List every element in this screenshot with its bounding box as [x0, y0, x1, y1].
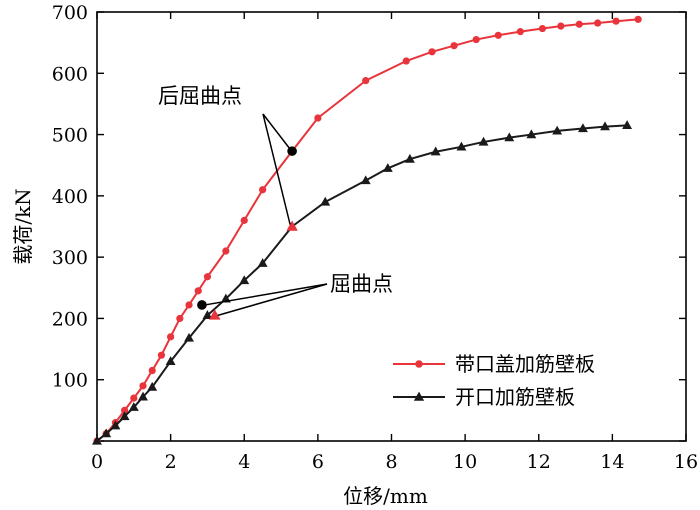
annotation-postbuckling-leader — [262, 113, 291, 150]
y-tick-label: 700 — [52, 2, 88, 24]
series-1-point — [128, 402, 139, 411]
y-tick-label: 500 — [52, 125, 88, 147]
series-1-point — [138, 391, 148, 401]
x-tick-label: 8 — [385, 451, 397, 473]
x-tick-label: 6 — [312, 451, 324, 473]
series-1-point — [577, 123, 588, 133]
series-0-point — [130, 394, 138, 402]
series-0-point — [121, 406, 129, 414]
critical-point-triangle — [209, 309, 221, 320]
series-0-point — [176, 314, 184, 323]
series-1-point — [202, 310, 213, 320]
y-axis-title: 载荷/kN — [11, 188, 35, 264]
annotation-postbuckling-leader — [262, 113, 291, 225]
series-0-point — [203, 273, 212, 281]
series-1-point — [504, 132, 515, 142]
series-0-point — [594, 19, 602, 27]
legend-marker-1 — [413, 391, 425, 401]
series-0-point — [634, 15, 642, 23]
annotation-buckling-leader — [217, 283, 328, 317]
y-tick-label: 200 — [52, 308, 88, 330]
axes: 0 2 4 6 8 10 12 14 16 100 200 300 400 500 600 700 位移/mm 载… — [11, 2, 698, 508]
series-1-point — [478, 136, 489, 146]
x-tick-label: 16 — [674, 451, 698, 473]
x-tick-label: 2 — [165, 451, 177, 473]
x-tick-label: 0 — [91, 451, 103, 473]
legend-marker-0 — [415, 360, 423, 368]
series-1-point — [320, 196, 331, 206]
series-1-point — [147, 381, 158, 391]
series-0-point — [538, 24, 547, 33]
x-axis-title: 位移/mm — [343, 484, 428, 508]
series-1-point — [552, 125, 563, 135]
series-1-point — [184, 332, 194, 342]
series-0-point — [194, 287, 202, 295]
series-1-point — [360, 175, 371, 185]
series-1-point — [526, 129, 537, 139]
series-0-point — [259, 186, 267, 194]
y-tick-label: 100 — [52, 370, 88, 392]
legend-label-0: 带口盖加筋壁板 — [455, 352, 595, 376]
series-0-point — [362, 77, 370, 85]
series-0-point — [185, 301, 193, 309]
series-0-point — [557, 22, 565, 30]
series-1-point — [382, 163, 393, 172]
series-1-point — [622, 120, 633, 130]
series-0-point — [494, 31, 502, 39]
x-tick-label: 12 — [527, 451, 551, 473]
plot-frame — [96, 11, 687, 442]
series-0-point — [402, 57, 410, 65]
y-tick-label: 600 — [52, 63, 88, 85]
series-0-point — [222, 247, 230, 255]
series-0-point — [612, 17, 620, 25]
series-0-point — [148, 366, 156, 375]
series-0-point — [450, 42, 458, 50]
x-tick-label: 4 — [238, 451, 250, 473]
series-1-point — [456, 141, 467, 151]
series-1-point — [165, 356, 176, 365]
annotation-buckling-leader — [204, 283, 328, 306]
series-0-point — [314, 114, 322, 122]
series-1-point — [404, 153, 415, 163]
series-0-point — [167, 333, 175, 341]
annotation-buckling-label: 屈曲点 — [330, 272, 393, 296]
critical-point-triangle — [286, 220, 298, 231]
x-tick-label: 10 — [453, 451, 477, 473]
y-tick-label: 400 — [52, 186, 88, 208]
series-0-point — [575, 20, 583, 28]
series-1-point — [430, 146, 441, 156]
annotation-postbuckling-label: 后屈曲点 — [158, 84, 242, 108]
series-0-point — [157, 351, 166, 359]
series-1-point — [92, 435, 102, 445]
x-tick-label: 14 — [600, 451, 624, 473]
series-1-point — [101, 428, 112, 438]
series-0-point — [472, 35, 480, 44]
series-0-point — [428, 48, 436, 56]
series-0-point — [516, 28, 524, 36]
series-layer — [92, 15, 642, 445]
series-1-point — [110, 420, 121, 430]
series-1-point — [119, 411, 130, 421]
series-0-point — [139, 382, 147, 390]
series-1-point — [239, 275, 250, 285]
series-1-point — [257, 258, 268, 267]
series-1-point — [600, 121, 610, 131]
y-tick-label: 300 — [52, 247, 88, 269]
legend-label-1: 开口加筋壁板 — [455, 385, 575, 409]
series-0-point — [240, 216, 248, 224]
critical-point-circle — [197, 300, 207, 310]
